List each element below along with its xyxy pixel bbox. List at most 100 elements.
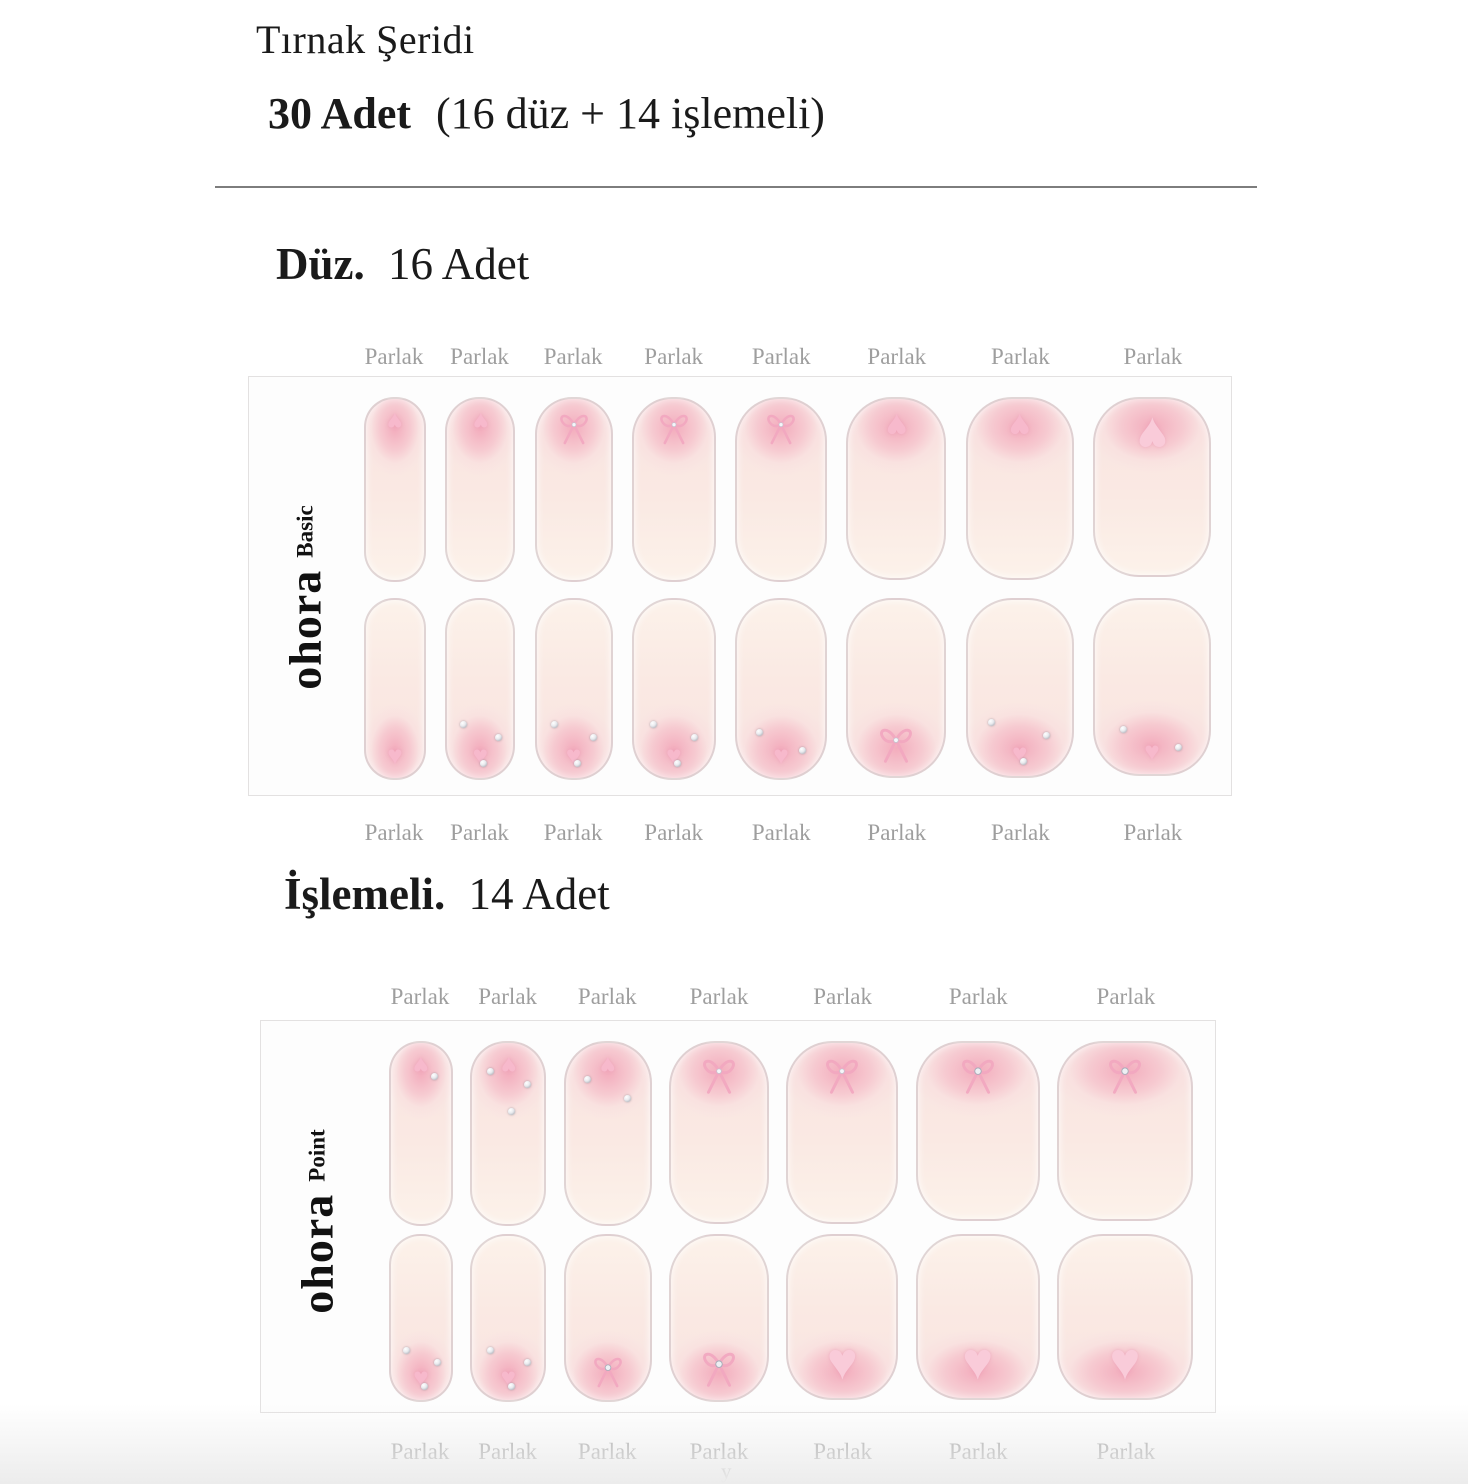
gem-stud-icon	[508, 1107, 516, 1115]
gloss-label: Parlak	[644, 344, 704, 369]
nail-strip	[668, 1041, 769, 1224]
nail-strip: ♥	[470, 1041, 547, 1226]
gloss-label: Parlak	[478, 984, 538, 1009]
gloss-label: Parlak	[990, 820, 1050, 845]
gloss-label-cell: Parlak	[534, 344, 612, 370]
pink-blush-gradient	[670, 1043, 767, 1129]
bow-decoration-graphic	[703, 1059, 735, 1094]
gloss-label-cell: Parlak	[445, 344, 515, 370]
gloss-label: Parlak	[543, 344, 603, 369]
gloss-label-cell: Parlak	[847, 344, 947, 370]
pink-blush-gradient	[633, 692, 714, 778]
heart-decoration: ♥	[447, 407, 513, 436]
gem-cluster	[472, 1325, 544, 1400]
nail-sheet-point: Parlak Parlak Parlak Parlak Parlak Parlak Parl…	[260, 970, 1216, 1483]
bow-decoration-graphic	[703, 1352, 735, 1387]
heart-icon: ♥	[413, 1363, 429, 1392]
gem-stud-icon	[551, 720, 559, 728]
heart-icon: ♥	[885, 406, 908, 446]
gem-cluster	[634, 696, 714, 778]
gem-cluster	[968, 695, 1072, 776]
heart-decoration: ♥	[1095, 406, 1209, 463]
gem-stud-icon	[434, 1359, 442, 1367]
heart-decoration: ♥	[737, 743, 825, 769]
gem-stud-icon	[430, 1072, 438, 1080]
gloss-label: Parlak	[364, 820, 424, 845]
pink-blush-gradient	[536, 399, 611, 486]
bow-decoration	[671, 1345, 767, 1391]
nail-strip: ♥	[1092, 397, 1211, 577]
gem-stud-icon	[524, 1359, 532, 1367]
footer-gradient	[0, 1404, 1468, 1484]
gem-stud-icon	[1019, 758, 1027, 766]
gloss-label-cell: Parlak	[966, 820, 1074, 846]
gem-cluster	[391, 1325, 451, 1400]
gloss-label: Parlak	[689, 984, 749, 1009]
gem-stud-icon	[1042, 732, 1050, 740]
gem-stud-icon	[1174, 743, 1182, 751]
gem-stud-icon	[421, 1383, 428, 1391]
pink-blush-gradient	[917, 1320, 1038, 1398]
brand-name: ohora	[280, 569, 332, 690]
nail-strip	[786, 1041, 899, 1224]
gem-stud-icon	[988, 719, 996, 727]
heart-icon: ♥	[472, 407, 488, 436]
pink-blush-gradient	[366, 399, 424, 486]
gem-stud-icon	[460, 720, 468, 728]
gem-stud-icon	[494, 733, 502, 741]
heart-decoration: ♥	[788, 1337, 896, 1389]
bow-decoration-graphic	[559, 414, 588, 445]
bow-decoration	[634, 408, 714, 448]
heart-icon: ♥	[666, 741, 682, 770]
nail-strip: ♥	[965, 397, 1074, 580]
gem-stud-icon	[756, 728, 764, 736]
nail-row-bottom: ♥ ♥ ♥ ♥ ♥	[389, 1234, 1193, 1402]
piece-count: 30 Adet (16 düz + 14 işlemeli)	[268, 88, 825, 139]
bow-decoration	[788, 1052, 896, 1098]
brand-name: ohora	[292, 1193, 344, 1314]
gem-cluster	[472, 1043, 544, 1126]
gem-stud-icon	[649, 720, 657, 728]
pink-blush-gradient	[536, 692, 611, 778]
gem-cluster	[1095, 694, 1209, 774]
piece-count-detail: (16 düz + 14 işlemeli)	[436, 89, 825, 138]
gloss-label-cell: Parlak	[735, 344, 827, 370]
heart-icon: ♥	[1109, 1334, 1141, 1391]
gloss-label: Parlak	[990, 344, 1050, 369]
heart-decoration: ♥	[918, 1337, 1038, 1389]
gloss-label: Parlak	[867, 344, 927, 369]
nail-strip: ♥	[735, 598, 828, 780]
nail-strip: ♥	[846, 397, 947, 580]
pink-blush-gradient	[391, 1321, 451, 1400]
heart-icon: ♥	[773, 741, 789, 770]
heart-decoration: ♥	[447, 743, 513, 769]
gloss-label-cell: Parlak	[1094, 820, 1212, 846]
heart-icon: ♥	[1144, 737, 1160, 766]
pink-blush-gradient	[472, 1321, 545, 1400]
section-heading-duz: Düz. 16 Adet	[276, 239, 530, 289]
heart-icon: ♥	[962, 1334, 994, 1391]
gloss-label-cell: Parlak	[632, 344, 716, 370]
heart-decoration: ♥	[472, 1365, 544, 1391]
nail-strip: ♥	[470, 1234, 547, 1402]
gloss-label-cell: Parlak	[669, 984, 769, 1010]
nail-strip	[846, 598, 947, 778]
nail-row-top: ♥ ♥ ♥	[389, 1041, 1193, 1226]
gloss-label: Parlak	[813, 984, 872, 1009]
nail-strip: ♥	[445, 598, 516, 780]
bow-decoration-graphic	[826, 1059, 859, 1094]
heart-decoration: ♥	[1059, 1337, 1191, 1389]
bow-decoration-graphic	[660, 414, 688, 445]
bow-decoration-graphic	[593, 1357, 622, 1388]
heart-icon: ♥	[1009, 406, 1031, 446]
nail-strip: ♥	[389, 1041, 453, 1226]
gem-stud-icon	[486, 1067, 494, 1075]
nail-row-top: ♥ ♥ ♥ ♥ ♥	[364, 397, 1211, 582]
heart-icon: ♥	[1136, 406, 1168, 463]
pink-blush-gradient	[788, 1043, 897, 1129]
pink-blush-gradient	[366, 692, 424, 778]
pink-blush-gradient	[848, 399, 945, 485]
piece-count-total: 30 Adet	[268, 89, 411, 138]
pink-blush-gradient	[1058, 1043, 1191, 1128]
heart-decoration: ♥	[968, 406, 1072, 446]
